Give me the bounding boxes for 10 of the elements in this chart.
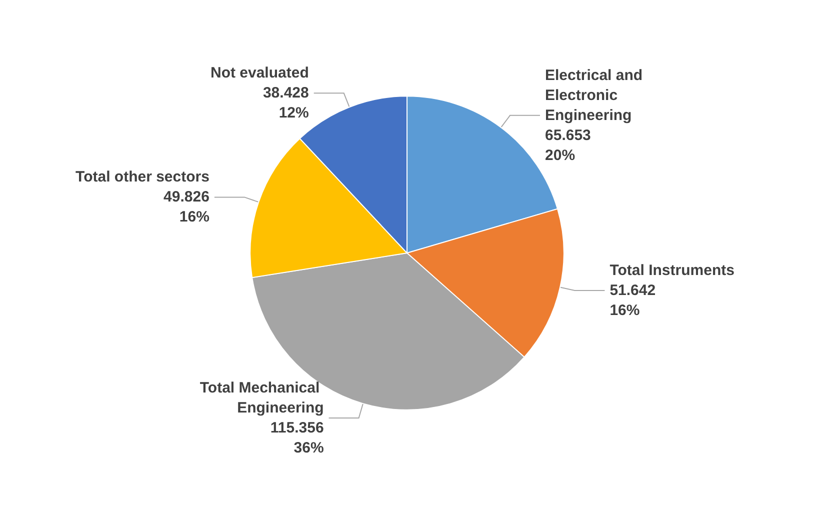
data-label: 38.428 12% (262, 84, 309, 122)
data-label: 49.826 16% (164, 188, 210, 226)
data-label: 65.653 20% (545, 126, 591, 164)
data-label: 115.356 36% (270, 419, 324, 456)
slice-label: Not evaluated (210, 64, 309, 82)
data-label: 51.642 16% (610, 282, 656, 320)
slice-label: Total Instruments (610, 262, 734, 280)
slice-label: Total Mechanical Engineering (200, 379, 324, 416)
slice-label: Total other sectors (76, 168, 210, 186)
slice-label: Electrical and Electronic Engineering (545, 66, 647, 124)
